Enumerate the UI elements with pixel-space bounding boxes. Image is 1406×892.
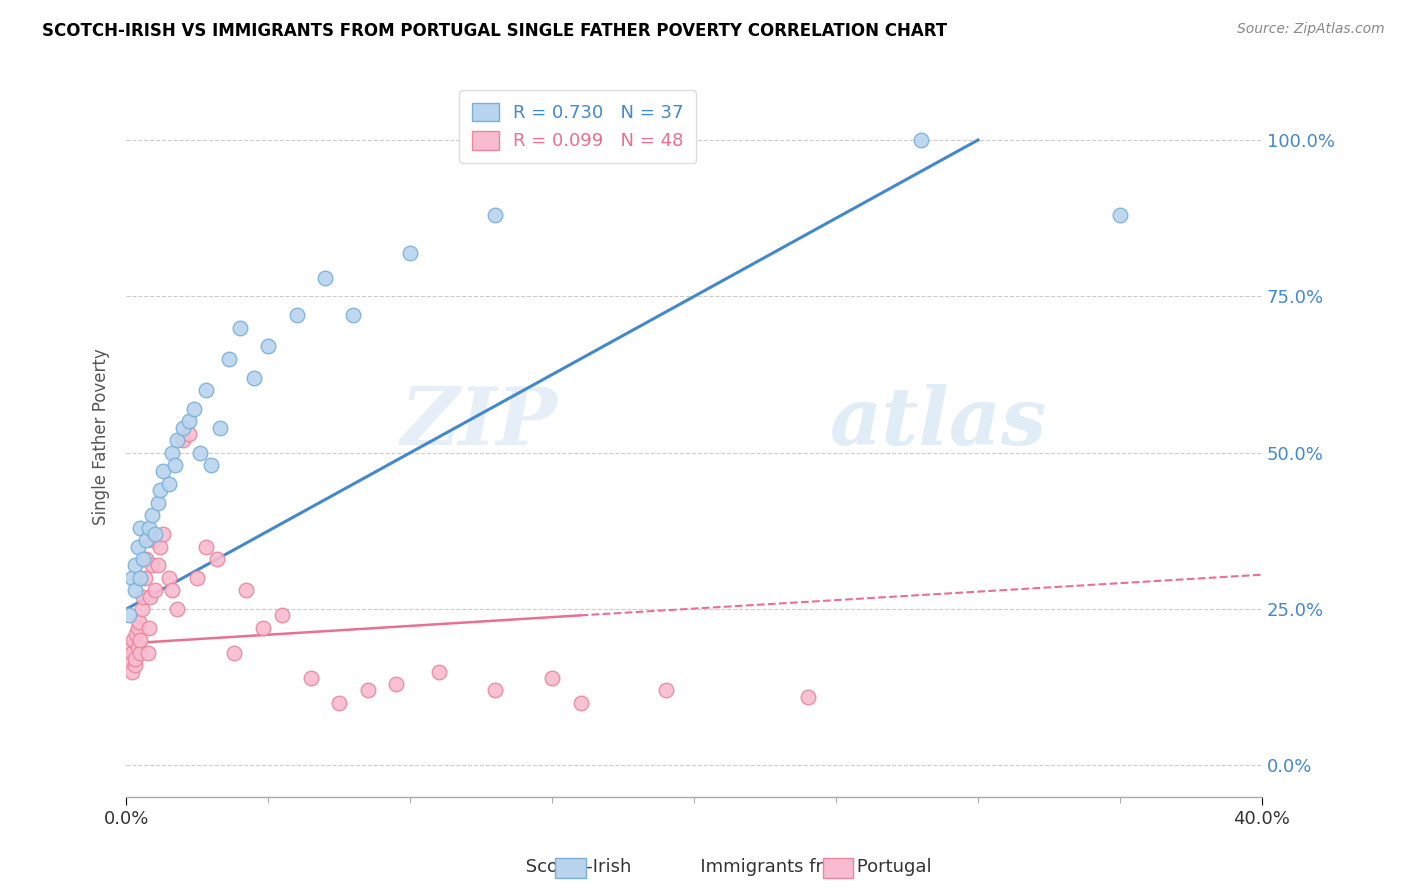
Point <box>142 533 165 548</box>
Point <box>124 652 146 666</box>
Point <box>243 370 266 384</box>
Text: ZIP: ZIP <box>401 384 558 461</box>
Point <box>143 527 166 541</box>
Point <box>166 602 188 616</box>
Point <box>160 583 183 598</box>
Point <box>285 308 308 322</box>
Point <box>160 446 183 460</box>
Point <box>120 640 142 654</box>
Point <box>146 496 169 510</box>
Point <box>342 308 364 322</box>
Point <box>149 540 172 554</box>
Point <box>224 646 246 660</box>
Point <box>149 483 172 498</box>
Point <box>796 690 818 704</box>
Point <box>124 583 146 598</box>
Point <box>654 683 676 698</box>
Point <box>910 133 932 147</box>
Point <box>138 621 160 635</box>
Point <box>135 533 157 548</box>
Text: Scotch-Irish            Immigrants from Portugal: Scotch-Irish Immigrants from Portugal <box>474 858 932 876</box>
Point <box>121 665 143 679</box>
Point <box>271 608 294 623</box>
Point <box>125 627 148 641</box>
Point <box>141 508 163 523</box>
Point <box>172 420 194 434</box>
Point <box>118 608 141 623</box>
Point <box>200 458 222 473</box>
Point <box>136 646 159 660</box>
Point <box>235 583 257 598</box>
Point <box>194 383 217 397</box>
Point <box>218 351 240 366</box>
Point <box>127 640 149 654</box>
Point <box>124 658 146 673</box>
Point <box>328 696 350 710</box>
Point <box>205 552 228 566</box>
Point <box>124 558 146 573</box>
Point <box>146 558 169 573</box>
Point <box>132 590 155 604</box>
Point <box>299 671 322 685</box>
Point <box>132 552 155 566</box>
Point <box>141 558 163 573</box>
Point <box>131 602 153 616</box>
Point <box>427 665 450 679</box>
Point <box>157 477 180 491</box>
Point <box>166 434 188 448</box>
Point <box>172 434 194 448</box>
Point <box>129 571 152 585</box>
Point <box>183 401 205 416</box>
Point <box>139 590 162 604</box>
Point <box>129 646 152 660</box>
Point <box>152 465 174 479</box>
Point <box>122 633 145 648</box>
Point <box>118 652 141 666</box>
Point <box>399 245 422 260</box>
Point <box>194 540 217 554</box>
Point <box>127 540 149 554</box>
Point <box>541 671 564 685</box>
Point <box>127 621 149 635</box>
Point <box>314 270 336 285</box>
Point <box>385 677 408 691</box>
Point <box>143 583 166 598</box>
Point <box>121 571 143 585</box>
Point <box>484 683 506 698</box>
Text: Source: ZipAtlas.com: Source: ZipAtlas.com <box>1237 22 1385 37</box>
Point <box>163 458 186 473</box>
Point <box>157 571 180 585</box>
Point <box>129 633 152 648</box>
Point <box>152 527 174 541</box>
Point <box>177 427 200 442</box>
Point <box>356 683 378 698</box>
Point <box>129 521 152 535</box>
Point <box>569 696 592 710</box>
Point <box>177 414 200 428</box>
Point <box>121 646 143 660</box>
Text: SCOTCH-IRISH VS IMMIGRANTS FROM PORTUGAL SINGLE FATHER POVERTY CORRELATION CHART: SCOTCH-IRISH VS IMMIGRANTS FROM PORTUGAL… <box>42 22 948 40</box>
Point <box>257 339 280 353</box>
Legend: R = 0.730   N = 37, R = 0.099   N = 48: R = 0.730 N = 37, R = 0.099 N = 48 <box>458 90 696 163</box>
Point <box>484 208 506 222</box>
Point <box>138 521 160 535</box>
Point <box>208 420 231 434</box>
Point <box>186 571 208 585</box>
Point <box>252 621 274 635</box>
Point <box>229 320 252 334</box>
Y-axis label: Single Father Poverty: Single Father Poverty <box>93 349 110 525</box>
Point <box>188 446 211 460</box>
Point <box>128 615 150 629</box>
Point <box>134 571 156 585</box>
Point <box>1109 208 1132 222</box>
Text: atlas: atlas <box>831 384 1047 461</box>
Point <box>135 552 157 566</box>
